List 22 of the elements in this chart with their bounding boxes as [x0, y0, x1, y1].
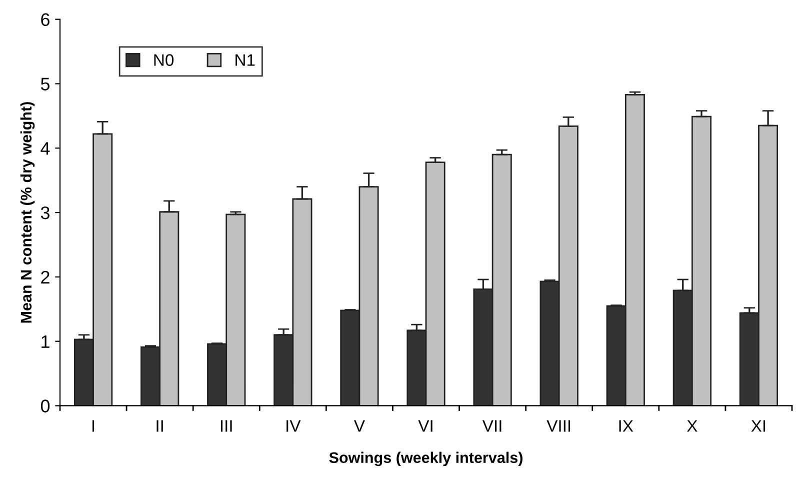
y-axis-title: Mean N content (% dry weight): [20, 102, 35, 323]
x-tick-label: X: [687, 420, 698, 432]
legend-label: N0: [154, 54, 174, 66]
y-tick-label: 1: [42, 335, 50, 348]
x-tick-label: IV: [286, 420, 301, 432]
x-tick-label: VI: [418, 420, 432, 432]
x-tick-label: V: [354, 420, 365, 432]
x-tick-label: I: [92, 420, 94, 432]
x-tick-label: IX: [619, 420, 634, 432]
x-tick-label: III: [220, 420, 232, 432]
y-tick-label: 2: [41, 270, 50, 284]
y-tick-label: 5: [40, 78, 50, 90]
x-tick-label: VIII: [546, 420, 570, 432]
x-axis-title: Sowings (weekly intervals): [329, 452, 522, 466]
x-tick-label: II: [156, 420, 163, 432]
legend-label: N1: [236, 54, 255, 66]
y-tick-label: 6: [41, 13, 50, 26]
x-tick-label: VII: [482, 420, 502, 432]
y-tick-label: 3: [40, 206, 50, 220]
y-tick-label: 0: [40, 400, 50, 412]
x-tick-label: XI: [751, 420, 766, 432]
y-tick-label: 4: [40, 142, 50, 155]
